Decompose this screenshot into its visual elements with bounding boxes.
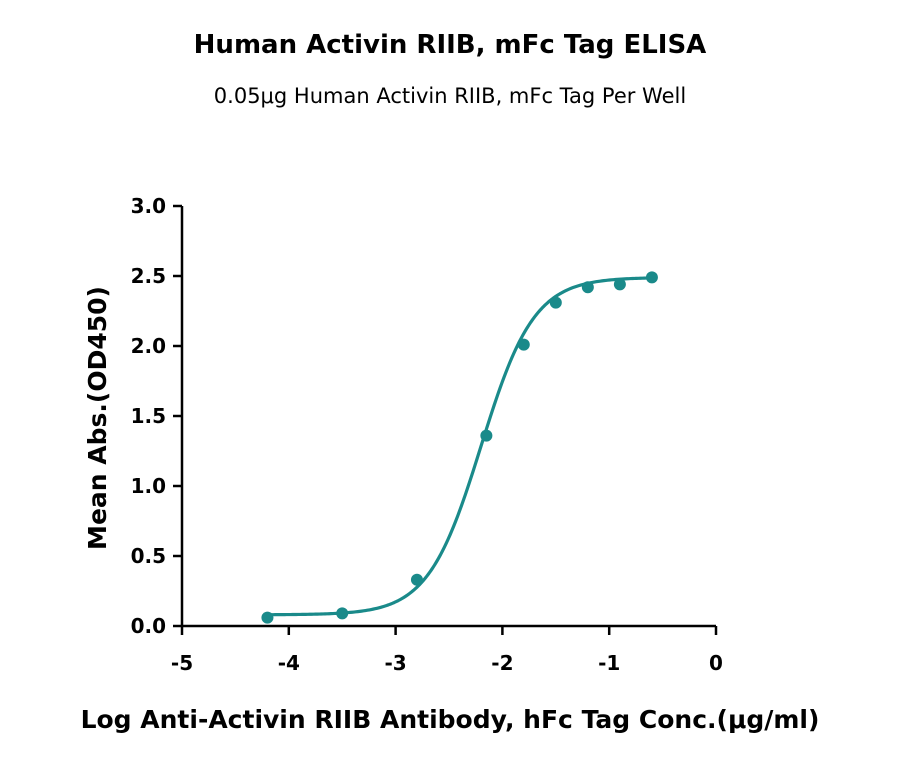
data-point — [480, 429, 493, 442]
data-point — [410, 573, 423, 586]
y-tick-label: 3.0 — [131, 194, 166, 218]
x-axis-title: Log Anti-Activin RIIB Antibody, hFc Tag … — [81, 705, 820, 734]
x-tick-label: -2 — [491, 651, 513, 675]
x-tick-label: 0 — [709, 651, 723, 675]
data-point — [549, 296, 562, 309]
data-point — [581, 281, 594, 294]
y-tick-label: 0.0 — [131, 614, 166, 638]
x-tick-label: -1 — [598, 651, 620, 675]
y-tick-label: 2.5 — [131, 264, 166, 288]
data-point — [336, 607, 349, 620]
y-tick-label: 1.0 — [131, 474, 166, 498]
y-axis-title: Mean Abs.(OD450) — [83, 286, 112, 550]
chart-subtitle: 0.05μg Human Activin RIIB, mFc Tag Per W… — [213, 84, 687, 108]
axes: 0.0 0.5 1.0 1.5 2.0 2.5 3.0 -5 -4 -3 -2 -1 0 — [131, 194, 723, 675]
data-point — [645, 271, 658, 284]
data-point — [613, 278, 626, 291]
fit-curve — [265, 276, 654, 617]
y-tick-label: 1.5 — [131, 404, 166, 428]
x-tick-label: -5 — [171, 651, 193, 675]
data-point — [517, 338, 530, 351]
y-tick-label: 2.0 — [131, 334, 166, 358]
data-point — [261, 611, 274, 624]
x-tick-label: -3 — [384, 651, 406, 675]
data-points-layer — [261, 271, 658, 624]
chart-title: Human Activin RIIB, mFc Tag ELISA — [193, 30, 707, 60]
y-tick-label: 0.5 — [131, 544, 166, 568]
x-tick-label: -4 — [278, 651, 300, 675]
fit-curve-layer — [265, 276, 654, 617]
